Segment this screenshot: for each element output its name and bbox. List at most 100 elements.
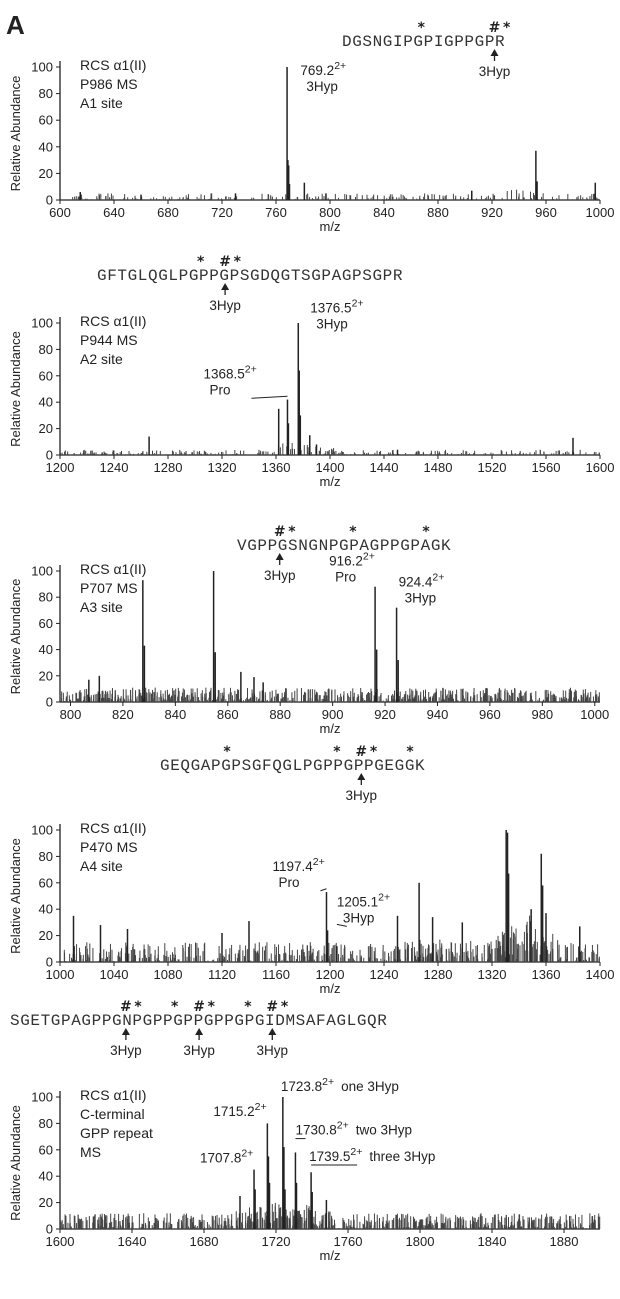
x-tick-label: 880	[269, 707, 291, 722]
x-tick-label: 1360	[532, 967, 561, 982]
x-tick-label: 720	[211, 205, 233, 220]
peak-annotation: 1739.52+ three 3Hyp	[309, 1146, 435, 1164]
peak-mz-label: 916.2	[329, 553, 363, 568]
peptide-sequence: GFTGLQGLPGPPGPSGDQGTSGPAGPSGPR	[97, 267, 403, 285]
peptide-sequence: GEQGAPGPSGFQGLPGPPGPPGEGGK	[160, 757, 425, 775]
x-tick-label: 920	[374, 707, 396, 722]
hash-marker: #	[219, 254, 231, 270]
peak-annotation: 1376.52+	[310, 297, 363, 315]
peak-mz-label: 924.4	[399, 574, 433, 589]
y-tick-label: 0	[46, 1222, 53, 1237]
x-tick-label: 1280	[424, 967, 453, 982]
y-tick-label: 40	[39, 642, 53, 657]
peak-species-label: 3Hyp	[306, 79, 338, 94]
sample-info: A3 site	[80, 599, 123, 615]
peptide-sequence: SGETGPAGPPGNPGPPGPPGPPGPGIDMSAFAGLGQR	[10, 1012, 387, 1030]
x-tick-label: 1680	[190, 1234, 219, 1249]
peak-species-label: Pro	[209, 382, 230, 397]
sample-info: C-terminal	[80, 1106, 145, 1122]
y-tick-label: 40	[39, 395, 53, 410]
x-tick-label: 1640	[118, 1234, 147, 1249]
charge-state: 2+	[432, 571, 444, 583]
y-tick-label: 80	[39, 342, 53, 357]
charge-state: 2+	[334, 60, 346, 72]
star-marker: *	[288, 524, 296, 540]
spectrum-panel-4: GEQGAPGPSGFQGLPGPPGPPGEGGK* * # * *3Hyp02040…	[8, 744, 614, 996]
star-marker: *	[134, 999, 142, 1015]
hyp-site-label: 3Hyp	[264, 568, 296, 583]
y-tick-label: 80	[39, 1116, 53, 1131]
spectrum-panel-2: GFTGLQGLPGPPGPSGDQGTSGPAGPSGPR* # *3Hyp020…	[8, 254, 614, 489]
x-tick-label: 1320	[478, 967, 507, 982]
y-tick-label: 60	[39, 616, 53, 631]
x-tick-label: 1240	[100, 460, 129, 475]
peak-mz-label: 1376.5	[310, 300, 351, 315]
charge-state: 2+	[363, 550, 375, 562]
peak-annotation: 924.42+	[399, 571, 445, 589]
peak-mz-label: 1715.2	[213, 1104, 254, 1119]
star-marker: *	[171, 999, 179, 1015]
y-tick-label: 80	[39, 849, 53, 864]
hyp-count-label: three 3Hyp	[369, 1149, 435, 1164]
hyp-site-label: 3Hyp	[479, 64, 511, 79]
peak-mz-label: 1707.8	[200, 1150, 241, 1165]
hyp-count-label: one 3Hyp	[341, 1079, 399, 1094]
y-tick-label: 20	[39, 1195, 53, 1210]
hash-marker: #	[355, 744, 367, 760]
peak-annotation: 769.22+	[300, 60, 346, 78]
y-tick-label: 100	[31, 60, 53, 75]
x-tick-label: 920	[481, 205, 503, 220]
x-tick-label: 960	[479, 707, 501, 722]
peak-mz-label: 1197.4	[272, 859, 313, 874]
sample-info: P986 MS	[80, 76, 138, 92]
star-marker: *	[244, 999, 252, 1015]
peak-annotation: 1368.52+	[203, 363, 256, 381]
hash-marker: #	[489, 20, 501, 36]
peak-annotation: 916.22+	[329, 550, 375, 568]
x-tick-label: 1600	[46, 1234, 75, 1249]
peak-species-label: Pro	[335, 569, 356, 584]
x-tick-label: 1520	[478, 460, 507, 475]
star-marker: *	[406, 744, 414, 760]
arrow-up-icon	[275, 553, 284, 560]
star-marker: *	[333, 744, 341, 760]
peak-mz-label: 1368.5	[203, 366, 244, 381]
y-axis-label: Relative Abundance	[8, 1105, 23, 1221]
sample-info: GPP repeat	[80, 1125, 153, 1141]
x-tick-label: 1000	[580, 707, 609, 722]
y-axis-label: Relative Abundance	[8, 331, 23, 447]
x-axis-label: m/z	[320, 219, 341, 234]
y-tick-label: 100	[31, 1090, 53, 1105]
hyp-count-label: two 3Hyp	[356, 1123, 412, 1138]
leader-line	[336, 923, 347, 927]
x-axis-label: m/z	[320, 474, 341, 489]
hyp-site-label: 3Hyp	[183, 1043, 215, 1058]
arrow-up-icon	[221, 283, 230, 290]
star-marker: *	[370, 744, 378, 760]
x-axis-label: m/z	[320, 1248, 341, 1263]
peak-species-label: Pro	[278, 875, 299, 890]
y-tick-label: 60	[39, 1142, 53, 1157]
x-tick-label: 1040	[100, 967, 129, 982]
y-tick-label: 60	[39, 368, 53, 383]
y-axis-label: Relative Abundance	[8, 579, 23, 695]
peak-mz-label: 1730.8	[295, 1123, 336, 1138]
peak-annotation: 1197.42+	[272, 856, 324, 874]
peak-annotation: 1723.82+ one 3Hyp	[281, 1076, 399, 1094]
x-tick-label: 1280	[154, 460, 183, 475]
x-tick-label: 1400	[586, 967, 615, 982]
hyp-site-label: 3Hyp	[257, 1043, 289, 1058]
peak-species-label: 3Hyp	[405, 590, 437, 605]
x-tick-label: 640	[103, 205, 125, 220]
y-tick-label: 20	[39, 668, 53, 683]
star-marker: *	[418, 20, 426, 36]
y-tick-label: 60	[39, 875, 53, 890]
peak-mz-label: 769.2	[300, 63, 334, 78]
sample-info: P470 MS	[80, 839, 138, 855]
peak-mz-label: 1723.8	[281, 1079, 322, 1094]
hash-marker: #	[120, 999, 132, 1015]
hash-marker: #	[274, 524, 286, 540]
x-axis-label: m/z	[320, 721, 341, 736]
sample-info: A2 site	[80, 351, 123, 367]
